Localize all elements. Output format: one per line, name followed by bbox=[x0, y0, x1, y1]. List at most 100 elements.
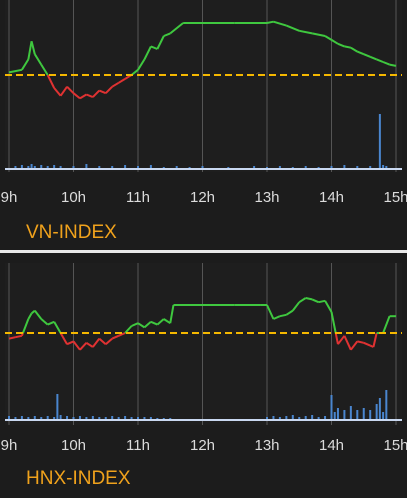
vn-index-price-segment bbox=[143, 45, 152, 60]
vn-index-tick-label: 10h bbox=[61, 189, 86, 206]
vn-index-price-segment bbox=[105, 85, 113, 94]
vn-index-volume-bar bbox=[137, 166, 139, 169]
hnx-index-price-segment bbox=[343, 335, 352, 351]
vn-index-volume-bar bbox=[53, 165, 56, 169]
hnx-index-volume-bar bbox=[278, 417, 281, 420]
hnx-index-volume-bar bbox=[285, 416, 288, 420]
vn-index-volume-bar bbox=[98, 166, 101, 169]
vn-index-price-segment bbox=[285, 24, 300, 32]
hnx-index-price-segment bbox=[163, 318, 171, 325]
hnx-index-volume-bar bbox=[336, 408, 339, 420]
hnx-index-volume-bar bbox=[356, 410, 359, 420]
vn-index-volume-bar bbox=[304, 166, 307, 169]
vn-index-title: VN-INDEX bbox=[26, 222, 117, 243]
hnx-index-price-segment bbox=[8, 336, 16, 340]
hnx-index-volume-bar bbox=[130, 417, 133, 420]
vn-index-price-segment bbox=[169, 22, 184, 35]
hnx-index-volume-bar bbox=[375, 404, 378, 420]
vn-index-price-segment bbox=[337, 42, 345, 48]
hnx-index-price-segment bbox=[363, 341, 371, 347]
vn-index-price-segment bbox=[330, 39, 339, 45]
hnx-index-price-segment bbox=[334, 332, 339, 345]
hnx-index-volume-bar bbox=[91, 416, 94, 420]
hnx-index-price-segment bbox=[305, 297, 313, 301]
hnx-index-volume-bar bbox=[349, 406, 352, 420]
hnx-index-volume-bar bbox=[66, 416, 69, 420]
hnx-index-price-segment bbox=[273, 315, 281, 320]
vn-index-price-segment bbox=[150, 45, 158, 50]
vn-index-price-segment bbox=[156, 35, 165, 50]
vn-index-price-segment bbox=[79, 93, 87, 100]
vn-index-volume-bar bbox=[253, 166, 256, 169]
hnx-index-volume-bar bbox=[298, 417, 301, 420]
vn-index-price-segment bbox=[86, 93, 94, 99]
hnx-index-price-segment bbox=[156, 318, 165, 326]
hnx-index-price-segment bbox=[131, 322, 139, 327]
vn-index-price-segment bbox=[299, 29, 313, 35]
vn-index-price-segment bbox=[311, 32, 326, 37]
vn-index-price-segment bbox=[376, 58, 384, 63]
hnx-index-volume-bar bbox=[378, 398, 381, 420]
hnx-index-price-segment bbox=[105, 337, 113, 345]
hnx-index-volume-bar bbox=[33, 416, 36, 420]
hnx-index-volume-bar bbox=[324, 416, 327, 420]
hnx-index-plot-area bbox=[5, 263, 402, 425]
vn-index-price-segment bbox=[163, 32, 171, 37]
hnx-index-price-segment bbox=[372, 332, 378, 348]
vn-index-price-segment bbox=[350, 46, 358, 53]
vn-index-volume-bar bbox=[278, 166, 281, 169]
vn-index-price-segment bbox=[92, 89, 101, 98]
hnx-index-volume-bar bbox=[111, 416, 114, 420]
vn-index-volume-bar bbox=[33, 166, 36, 169]
vn-index-volume-bar bbox=[30, 164, 33, 169]
hnx-index-price-segment bbox=[34, 309, 43, 320]
vn-index-price-segment bbox=[40, 64, 49, 76]
hnx-index-volume-bar bbox=[85, 417, 88, 420]
hnx-index-price-segment bbox=[279, 313, 287, 318]
vn-index-tick-label: 11h bbox=[126, 189, 150, 206]
vn-index-volume-bar bbox=[330, 166, 333, 169]
hnx-index-price-segment bbox=[298, 297, 307, 304]
vn-index-price-segment bbox=[27, 41, 33, 60]
hnx-index-price-segment bbox=[98, 337, 107, 345]
hnx-index-volume-bar bbox=[317, 417, 320, 420]
hnx-index-price-segment bbox=[40, 318, 49, 326]
vn-index-price-segment bbox=[344, 45, 352, 49]
vn-index-volume-bar bbox=[14, 166, 17, 169]
hnx-index-price-segment bbox=[118, 332, 126, 337]
vn-index-chart bbox=[5, 0, 402, 172]
hnx-index-price-segment bbox=[337, 335, 346, 345]
hnx-index-volume-bar bbox=[98, 417, 101, 420]
vn-index-volume-bar bbox=[85, 164, 88, 169]
hnx-index-volume-bar bbox=[362, 408, 365, 420]
hnx-index-price-segment bbox=[79, 342, 88, 351]
vn-index-price-segment bbox=[273, 20, 287, 27]
hnx-index-price-segment bbox=[111, 334, 120, 340]
hnx-index-volume-bar bbox=[56, 394, 59, 420]
vn-index-volume-bar bbox=[356, 166, 359, 169]
vn-index-volume-bar bbox=[201, 166, 204, 169]
hnx-index-tick-label: 15h bbox=[383, 437, 407, 454]
vn-index-volume-bar bbox=[20, 165, 23, 169]
vn-index-price-segment bbox=[363, 53, 371, 58]
hnx-index-volume-bar bbox=[382, 412, 385, 420]
vn-index-volume-bar bbox=[27, 166, 30, 169]
hnx-index-tick-label: 10h bbox=[61, 437, 86, 454]
vn-index-tick-label: 13h bbox=[254, 189, 279, 206]
vn-index-price-segment bbox=[118, 78, 126, 84]
hnx-index-volume-bar bbox=[104, 417, 107, 420]
vn-index-panel: 9h 10h 11h 12h 13h 14h 15h VN-INDEX bbox=[1, 0, 407, 243]
vn-index-tick-label: 15h bbox=[383, 189, 407, 206]
hnx-index-volume-bar bbox=[272, 416, 275, 420]
hnx-index-volume-bar bbox=[311, 415, 314, 420]
vn-index-price-segment bbox=[53, 87, 62, 97]
hnx-index-volume-bar bbox=[137, 417, 139, 420]
hnx-index-tick-label: 14h bbox=[319, 437, 344, 454]
hnx-index-price-segment bbox=[292, 301, 301, 312]
vn-index-volume-bar bbox=[59, 166, 62, 169]
vn-index-price-segment bbox=[33, 53, 43, 66]
hnx-index-tick-label: 9h bbox=[1, 437, 18, 454]
hnx-index-tick-label: 13h bbox=[254, 437, 279, 454]
hnx-index-x-axis: 9h 10h 11h 12h 13h 14h 15h bbox=[1, 437, 407, 454]
hnx-index-volume-bar bbox=[266, 417, 268, 420]
